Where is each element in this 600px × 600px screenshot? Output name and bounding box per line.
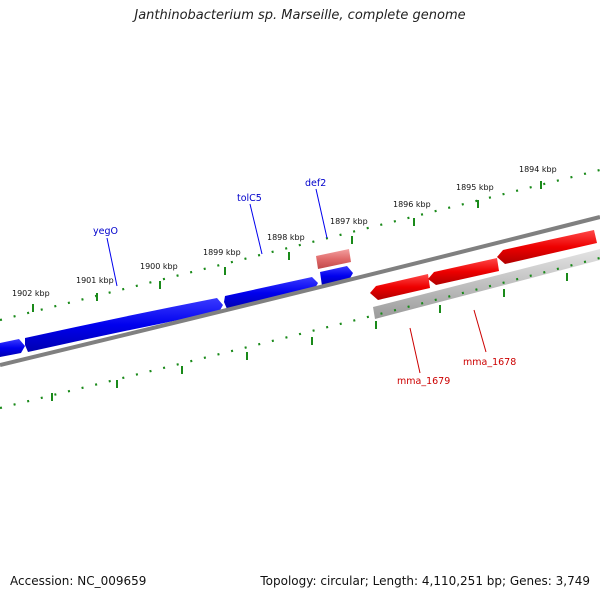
leader-line: [409, 327, 421, 374]
genome-summary-text: Topology: circular; Length: 4,110,251 bp…: [260, 574, 590, 588]
scale-labels: 1902 kbp 1901 kbp 1900 kbp 1899 kbp 1898…: [12, 165, 557, 298]
lower-scale-track: [0, 256, 600, 410]
accession-text: Accession: NC_009659: [10, 574, 147, 588]
scale-label: 1902 kbp: [12, 289, 50, 298]
leader-line: [249, 203, 263, 255]
upper-major-ticks: [32, 181, 542, 312]
scale-label: 1898 kbp: [267, 233, 305, 242]
forward-features: [0, 249, 353, 357]
scale-label: 1895 kbp: [456, 183, 494, 192]
scale-label: 1900 kbp: [140, 262, 178, 271]
forward-gene-arrow[interactable]: [224, 277, 318, 309]
gene-label-yego[interactable]: yegO: [93, 226, 118, 237]
scale-label: 1894 kbp: [519, 165, 557, 174]
scale-label: 1899 kbp: [203, 248, 241, 257]
pseudo-gene-block[interactable]: [316, 249, 351, 269]
gene-labels: yegO tolC5 def2 mma_1679 mma_1678: [93, 178, 516, 387]
scale-label: 1897 kbp: [330, 217, 368, 226]
gene-label-mma-1678[interactable]: mma_1678: [463, 357, 516, 368]
gene-label-def2[interactable]: def2: [305, 178, 326, 189]
leader-line: [315, 188, 328, 239]
reverse-features: [370, 230, 597, 300]
reverse-gene-arrow[interactable]: [497, 230, 597, 264]
leader-line: [106, 237, 118, 287]
lower-major-ticks: [51, 273, 568, 401]
leader-line: [473, 309, 487, 353]
forward-gene-arrow[interactable]: [25, 298, 223, 352]
map-title: Janthinobacterium sp. Marseille, complet…: [134, 8, 466, 23]
scale-label: 1901 kbp: [76, 276, 114, 285]
forward-gene-arrow[interactable]: [0, 339, 25, 357]
scale-label: 1896 kbp: [393, 200, 431, 209]
forward-gene-arrow[interactable]: [320, 266, 353, 286]
reverse-gene-arrow[interactable]: [370, 274, 430, 300]
genome-backbone: [0, 215, 600, 367]
reverse-gene-arrow[interactable]: [428, 258, 499, 285]
secondary-track: [373, 249, 600, 319]
gene-label-mma-1679[interactable]: mma_1679: [397, 376, 450, 387]
gene-label-tolc5[interactable]: tolC5: [237, 193, 262, 204]
upper-scale-track: [0, 168, 600, 322]
